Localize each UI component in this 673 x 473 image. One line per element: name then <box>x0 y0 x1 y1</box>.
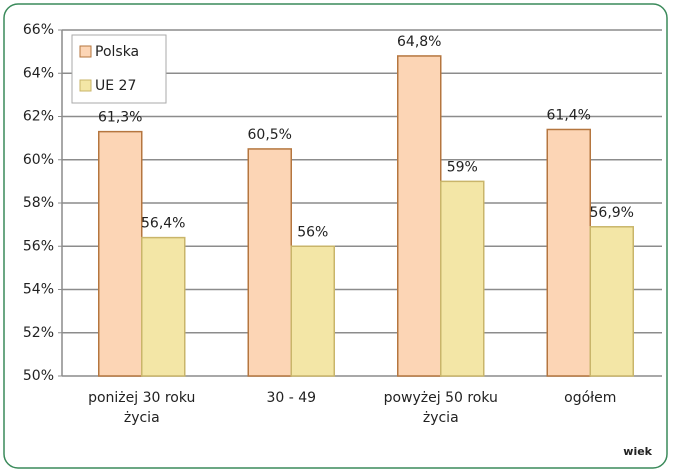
bar <box>98 130 143 377</box>
data-label: 60,5% <box>248 127 292 143</box>
x-tick-label: powyżej 50 roku życia <box>383 390 498 426</box>
bar <box>397 55 442 377</box>
legend-swatch <box>79 79 92 92</box>
legend-label: UE 27 <box>95 78 136 94</box>
data-label: 56,4% <box>141 216 185 232</box>
data-label: 59% <box>447 159 478 175</box>
data-label: 61,4% <box>547 107 591 123</box>
bar <box>247 148 292 377</box>
y-tick-label: 56% <box>23 238 54 254</box>
bar <box>546 128 591 377</box>
x-tick-label: poniżej 30 roku życia <box>88 390 196 426</box>
data-label: 64,8% <box>397 34 441 50</box>
y-tick-label: 66% <box>23 22 54 38</box>
y-tick-label: 50% <box>23 368 54 384</box>
data-label: 56,9% <box>590 205 634 221</box>
bar <box>589 226 634 377</box>
data-label: 61,3% <box>98 110 142 126</box>
y-tick-label: 54% <box>23 282 54 298</box>
x-axis-label: wiek <box>623 445 652 458</box>
y-tick-label: 52% <box>23 325 54 341</box>
y-tick-label: 58% <box>23 195 54 211</box>
bar <box>440 180 485 377</box>
y-tick-label: 64% <box>23 65 54 81</box>
x-tick-label: ogółem <box>564 390 617 406</box>
x-tick-label: 30 - 49 <box>266 390 317 406</box>
legend-label: Polska <box>95 44 139 60</box>
legend-swatch <box>79 45 92 58</box>
y-tick-label: 62% <box>23 109 54 125</box>
data-label: 56% <box>297 224 328 240</box>
bar <box>141 236 186 377</box>
bar <box>290 245 335 377</box>
y-tick-label: 60% <box>23 152 54 168</box>
